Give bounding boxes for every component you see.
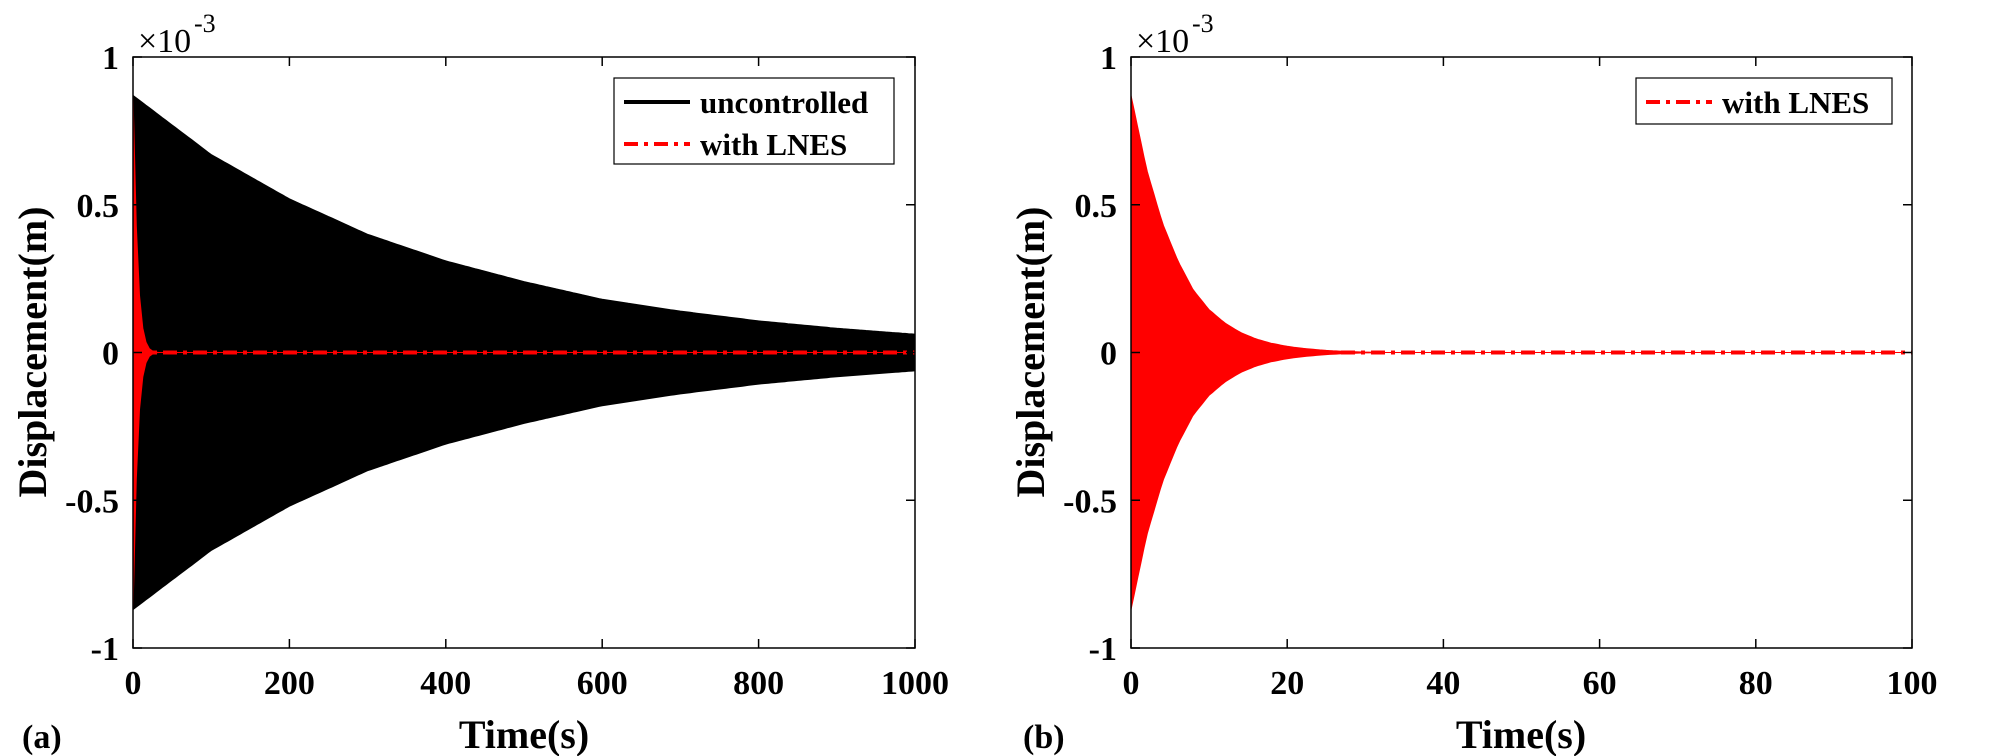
legend-box-a bbox=[613, 77, 895, 165]
x-tick-label: 0 bbox=[1123, 665, 1140, 702]
y-tick-label: -1 bbox=[91, 631, 119, 668]
x-tick-label: 100 bbox=[1887, 665, 1938, 702]
x-tick-label: 0 bbox=[125, 665, 142, 702]
legend-b: with LNES bbox=[1635, 77, 1893, 125]
x-tick-label: 400 bbox=[420, 665, 471, 702]
x-tick-label: 200 bbox=[264, 665, 315, 702]
y-tick-label: 0.5 bbox=[77, 188, 120, 225]
y-scale-prefix-b: ×10 bbox=[1136, 23, 1189, 60]
plot-area-b bbox=[1130, 95, 1912, 610]
x-tick-label: 40 bbox=[1426, 665, 1460, 702]
x-tick-label: 600 bbox=[577, 665, 628, 702]
plot-area-a bbox=[132, 94, 916, 611]
y-tick-label: 0 bbox=[102, 336, 119, 373]
y-tick-label: -0.5 bbox=[65, 483, 119, 520]
panel-label-b: (b) bbox=[1023, 719, 1065, 756]
x-axis-label-a: Time(s) bbox=[459, 712, 589, 756]
legend-text-uncontrolled: uncontrolled bbox=[700, 85, 868, 120]
x-tick-label: 20 bbox=[1270, 665, 1304, 702]
x-tick-label: 60 bbox=[1583, 665, 1617, 702]
x-tick-label: 80 bbox=[1739, 665, 1773, 702]
y-scale-exponent-a: -3 bbox=[194, 9, 216, 38]
x-tick-label: 1000 bbox=[881, 665, 949, 702]
ticks-b: 0 20 40 60 80 100 -1 -0.5 0 0.5 1 bbox=[1063, 40, 1937, 702]
y-axis-label-a: Displacement(m) bbox=[10, 206, 55, 497]
y-axis-label-b: Displacement(m) bbox=[1008, 206, 1053, 497]
y-tick-label: 0 bbox=[1100, 336, 1117, 373]
y-tick-label: 1 bbox=[102, 40, 119, 77]
x-tick-label: 800 bbox=[733, 665, 784, 702]
panel-a: 0 200 400 600 800 1000 -1 -0.5 0 0.5 1 ×10 -3 Time… bbox=[10, 9, 949, 756]
y-scale-exponent-b: -3 bbox=[1192, 9, 1214, 38]
legend-a: uncontrolled with LNES bbox=[613, 77, 895, 165]
ticks-a: 0 200 400 600 800 1000 -1 -0.5 0 0.5 1 bbox=[65, 40, 949, 702]
panel-b: 0 20 40 60 80 100 -1 -0.5 0 0.5 1 ×10 -3 Time(s) D… bbox=[1008, 9, 1938, 756]
y-tick-label: -1 bbox=[1089, 631, 1117, 668]
x-axis-label-b: Time(s) bbox=[1456, 712, 1586, 756]
y-scale-prefix-a: ×10 bbox=[138, 23, 191, 60]
y-tick-label: -0.5 bbox=[1063, 483, 1117, 520]
legend-text-lnes-b: with LNES bbox=[1722, 85, 1869, 120]
y-tick-label: 0.5 bbox=[1075, 188, 1118, 225]
panel-label-a: (a) bbox=[22, 719, 62, 756]
legend-text-lnes-a: with LNES bbox=[700, 127, 847, 162]
y-tick-label: 1 bbox=[1100, 40, 1117, 77]
